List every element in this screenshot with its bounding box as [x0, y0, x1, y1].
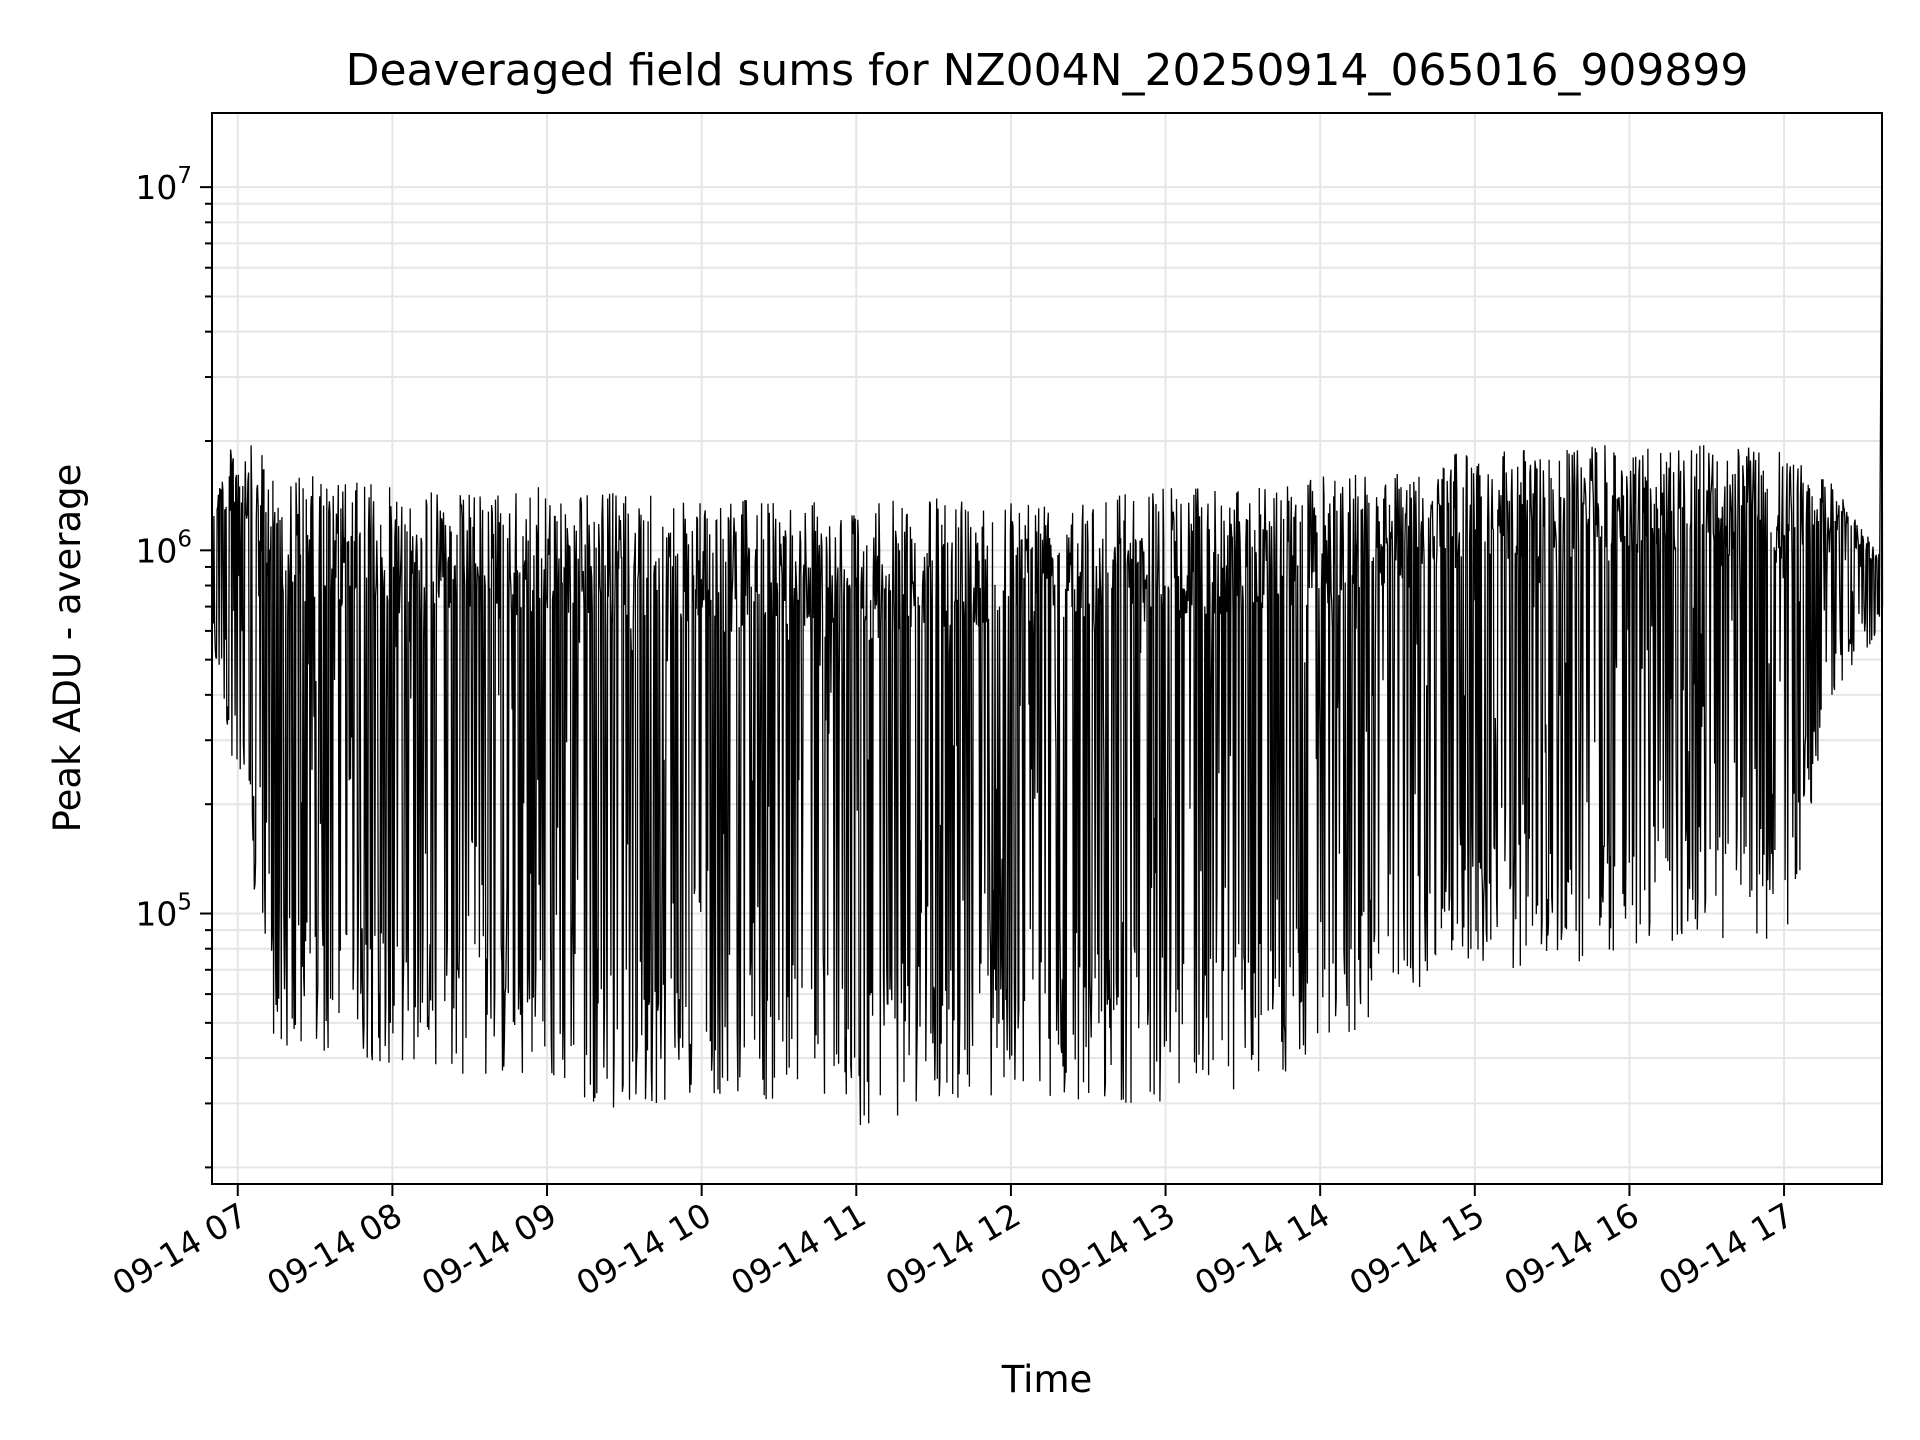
x-tick-label: 09-14 11	[724, 1195, 872, 1303]
x-tick-label: 09-14 12	[879, 1195, 1027, 1303]
x-tick-label: 09-14 13	[1034, 1195, 1182, 1303]
y-tick-exponent: 7	[177, 163, 192, 189]
data-series	[211, 158, 1884, 1126]
y-tick-label: 106	[135, 526, 192, 570]
y-tick-base: 10	[135, 168, 177, 207]
chart-title: Deaveraged field sums for NZ004N_2025091…	[346, 45, 1749, 96]
series-line	[211, 158, 1884, 1126]
x-tick-label: 09-14 14	[1188, 1195, 1336, 1303]
x-tick-label: 09-14 17	[1652, 1195, 1800, 1303]
y-tick-base: 10	[135, 895, 177, 934]
plot-frame	[211, 112, 1883, 1185]
gridlines	[212, 113, 1882, 1184]
x-axis-label: Time	[1001, 1358, 1093, 1401]
y-tick-exponent: 6	[177, 526, 192, 552]
x-tick-label: 09-14 15	[1343, 1195, 1491, 1303]
x-tick-label: 09-14 10	[570, 1195, 718, 1303]
x-tick-label: 09-14 09	[415, 1195, 563, 1303]
y-tick-label: 107	[135, 163, 192, 207]
x-tick-label: 09-14 07	[106, 1195, 254, 1303]
y-tick-label: 105	[135, 890, 192, 934]
x-ticks: 09-14 07 09-14 08 09-14 09 09-14 10 09-14 11…	[106, 1184, 1800, 1303]
y-axis-label: Peak ADU - average	[46, 464, 89, 833]
y-tick-base: 10	[135, 531, 177, 570]
x-tick-label: 09-14 16	[1497, 1195, 1645, 1303]
x-tick-label: 09-14 08	[260, 1195, 408, 1303]
y-tick-exponent: 5	[177, 890, 192, 916]
